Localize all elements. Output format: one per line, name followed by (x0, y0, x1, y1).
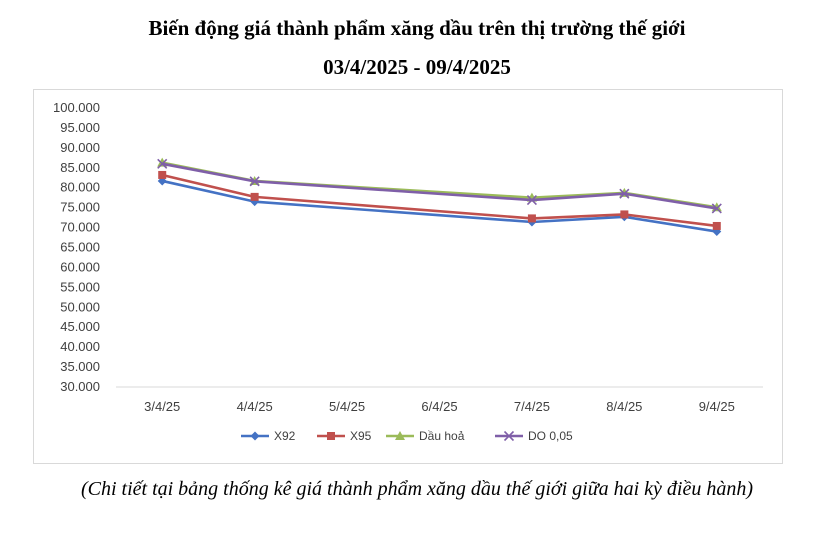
y-tick-label: 85.000 (60, 160, 100, 175)
data-point (157, 158, 168, 169)
legend-marker (503, 430, 515, 442)
legend-marker (327, 432, 335, 440)
x-tick-label: 5/4/25 (329, 399, 365, 414)
y-tick-label: 35.000 (60, 359, 100, 374)
y-tick-label: 30.000 (60, 379, 100, 394)
data-point (527, 214, 536, 223)
x-tick-label: 4/4/25 (237, 399, 273, 414)
series-1 (157, 176, 722, 237)
series-3 (157, 157, 722, 212)
chart-area: 100.000 95.000 90.000 85.000 80.000 75.000 70.… (33, 89, 783, 464)
data-point (249, 176, 260, 187)
chart-date-range: 03/4/2025 - 09/4/2025 (323, 55, 511, 79)
data-point (711, 203, 722, 214)
x-tick-label: 9/4/25 (699, 399, 735, 414)
y-tick-label: 75.000 (60, 200, 100, 215)
series-line (161, 179, 717, 233)
y-tick-label: 55.000 (60, 279, 100, 294)
series-4 (157, 158, 722, 214)
data-point (250, 192, 259, 201)
y-tick-label: 70.000 (60, 220, 100, 235)
data-point (712, 221, 721, 230)
legend-label: X95 (350, 429, 372, 443)
chart-caption: (Chi tiết tại bảng thống kê giá thành ph… (80, 478, 754, 500)
data-point (620, 210, 629, 219)
y-tick-label: 50.000 (60, 299, 100, 314)
legend-item: X95 (317, 429, 372, 443)
x-tick-label: 8/4/25 (606, 399, 642, 414)
data-point (158, 170, 167, 179)
line-chart: 100.000 95.000 90.000 85.000 80.000 75.000 70.… (53, 100, 763, 443)
legend-marker (395, 431, 405, 440)
series-2 (158, 170, 721, 230)
legend-item: X92 (241, 429, 296, 443)
legend-item: DO 0,05 (495, 429, 573, 443)
legend-item: Dầu hoả (386, 429, 465, 443)
y-tick-label: 90.000 (60, 140, 100, 155)
series-line (161, 162, 717, 210)
y-tick-label: 40.000 (60, 339, 100, 354)
data-point (526, 195, 537, 206)
y-tick-label: 45.000 (60, 319, 100, 334)
x-tick-label: 3/4/25 (144, 399, 180, 414)
y-tick-label: 80.000 (60, 180, 100, 195)
legend-label: Dầu hoả (419, 429, 465, 443)
legend-label: DO 0,05 (528, 429, 573, 443)
y-tick-label: 65.000 (60, 240, 100, 255)
x-tick-label: 6/4/25 (421, 399, 457, 414)
y-tick-label: 60.000 (60, 259, 100, 274)
legend-label: X92 (274, 429, 296, 443)
y-tick-label: 95.000 (60, 120, 100, 135)
data-point (619, 188, 630, 199)
legend-marker (250, 431, 260, 441)
y-tick-label: 100.000 (53, 100, 100, 115)
chart-title: Biến động giá thành phẩm xăng dầu trên t… (148, 16, 686, 40)
x-tick-label: 7/4/25 (514, 399, 550, 414)
data-point (250, 197, 260, 207)
